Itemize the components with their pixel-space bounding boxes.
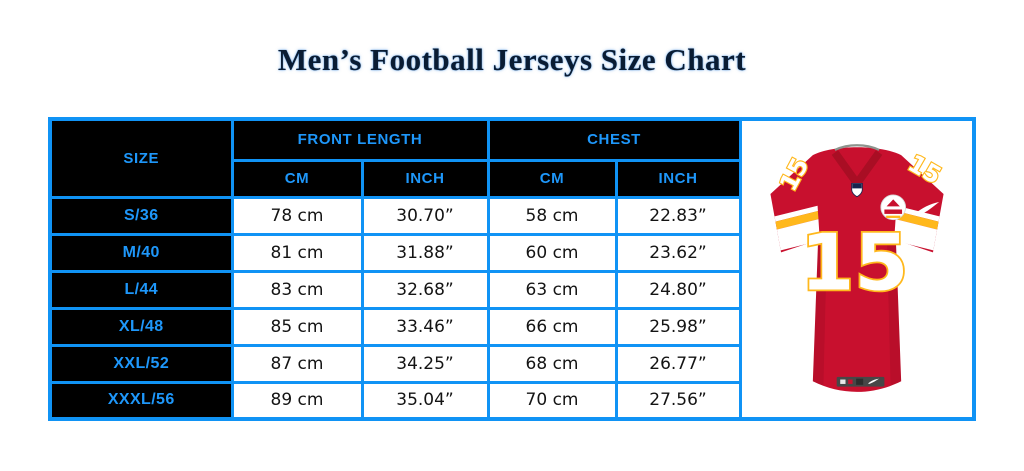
chest-cm: 58 cm: [486, 195, 618, 236]
collar-back-trim: [834, 144, 880, 151]
chest-cm: 68 cm: [486, 343, 618, 384]
col-header-chest: CHEST: [486, 117, 742, 162]
front-length-cm: 83 cm: [230, 269, 364, 310]
chest-cm: 63 cm: [486, 269, 618, 310]
size-label: XXXL/56: [48, 380, 234, 421]
subheader-front-cm: CM: [230, 158, 364, 199]
front-length-cm: 87 cm: [230, 343, 364, 384]
table-row: M/40 81 cm 31.88” 60 cm 23.62”: [48, 232, 974, 273]
front-length-inch: 32.68”: [360, 269, 490, 310]
table-row: XXXL/56 89 cm 35.04” 70 cm 27.56”: [48, 380, 974, 421]
size-label: L/44: [48, 269, 234, 310]
subheader-chest-inch: INCH: [614, 158, 742, 199]
size-label: M/40: [48, 232, 234, 273]
chest-inch: 22.83”: [614, 195, 742, 236]
page-title: Men’s Football Jerseys Size Chart: [277, 42, 747, 77]
chest-cm: 66 cm: [486, 306, 618, 347]
table-row: S/36 78 cm 30.70” 58 cm 22.83”: [48, 195, 974, 236]
chest-inch: 27.56”: [614, 380, 742, 421]
jock-tag: [836, 376, 885, 387]
front-length-cm: 85 cm: [230, 306, 364, 347]
front-length-cm: 89 cm: [230, 380, 364, 421]
jersey-photo-cell: 15 15 15: [738, 117, 976, 421]
nike-swoosh-icon: [915, 201, 939, 216]
chest-cm: 70 cm: [486, 380, 618, 421]
chest-number: 15: [800, 218, 908, 308]
col-header-front-length: FRONT LENGTH: [230, 117, 490, 162]
team-patch-icon: [880, 194, 906, 221]
subheader-chest-cm: CM: [486, 158, 618, 199]
front-length-cm: 78 cm: [230, 195, 364, 236]
front-length-inch: 34.25”: [360, 343, 490, 384]
front-length-inch: 30.70”: [360, 195, 490, 236]
nfl-shield-icon: [851, 182, 863, 198]
front-length-inch: 33.46”: [360, 306, 490, 347]
table-row: XL/48 85 cm 33.46” 66 cm 25.98”: [48, 306, 974, 347]
front-length-cm: 81 cm: [230, 232, 364, 273]
table-row: XXL/52 87 cm 34.25” 68 cm 26.77”: [48, 343, 974, 384]
front-length-inch: 35.04”: [360, 380, 490, 421]
subheader-front-inch: INCH: [360, 158, 490, 199]
chest-cm: 60 cm: [486, 232, 618, 273]
table-row: L/44 83 cm 32.68” 63 cm 24.80”: [48, 269, 974, 310]
col-header-size: SIZE: [48, 117, 234, 199]
size-label: S/36: [48, 195, 234, 236]
chest-inch: 26.77”: [614, 343, 742, 384]
jersey-image: 15 15 15: [770, 144, 947, 392]
size-label: XXL/52: [48, 343, 234, 384]
chest-inch: 23.62”: [614, 232, 742, 273]
size-label: XL/48: [48, 306, 234, 347]
front-length-inch: 31.88”: [360, 232, 490, 273]
chest-inch: 24.80”: [614, 269, 742, 310]
left-sleeve-stripes: [770, 201, 820, 253]
chest-inch: 25.98”: [614, 306, 742, 347]
size-chart-table: SIZE FRONT LENGTH CHEST: [48, 117, 977, 421]
